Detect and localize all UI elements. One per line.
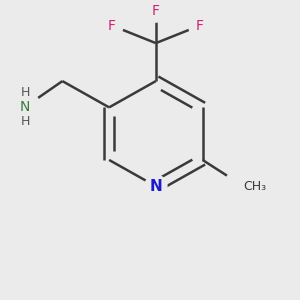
Circle shape [224, 167, 262, 205]
Circle shape [189, 14, 211, 37]
Text: N: N [19, 100, 30, 114]
Text: CH₃: CH₃ [244, 180, 267, 193]
Text: H: H [21, 86, 31, 99]
Text: F: F [152, 4, 160, 18]
Circle shape [145, 0, 167, 22]
Text: H: H [21, 116, 31, 128]
Circle shape [101, 14, 123, 37]
Text: F: F [108, 19, 116, 33]
Text: N: N [149, 179, 162, 194]
Circle shape [8, 91, 40, 123]
Circle shape [145, 175, 167, 197]
Text: F: F [196, 19, 204, 33]
